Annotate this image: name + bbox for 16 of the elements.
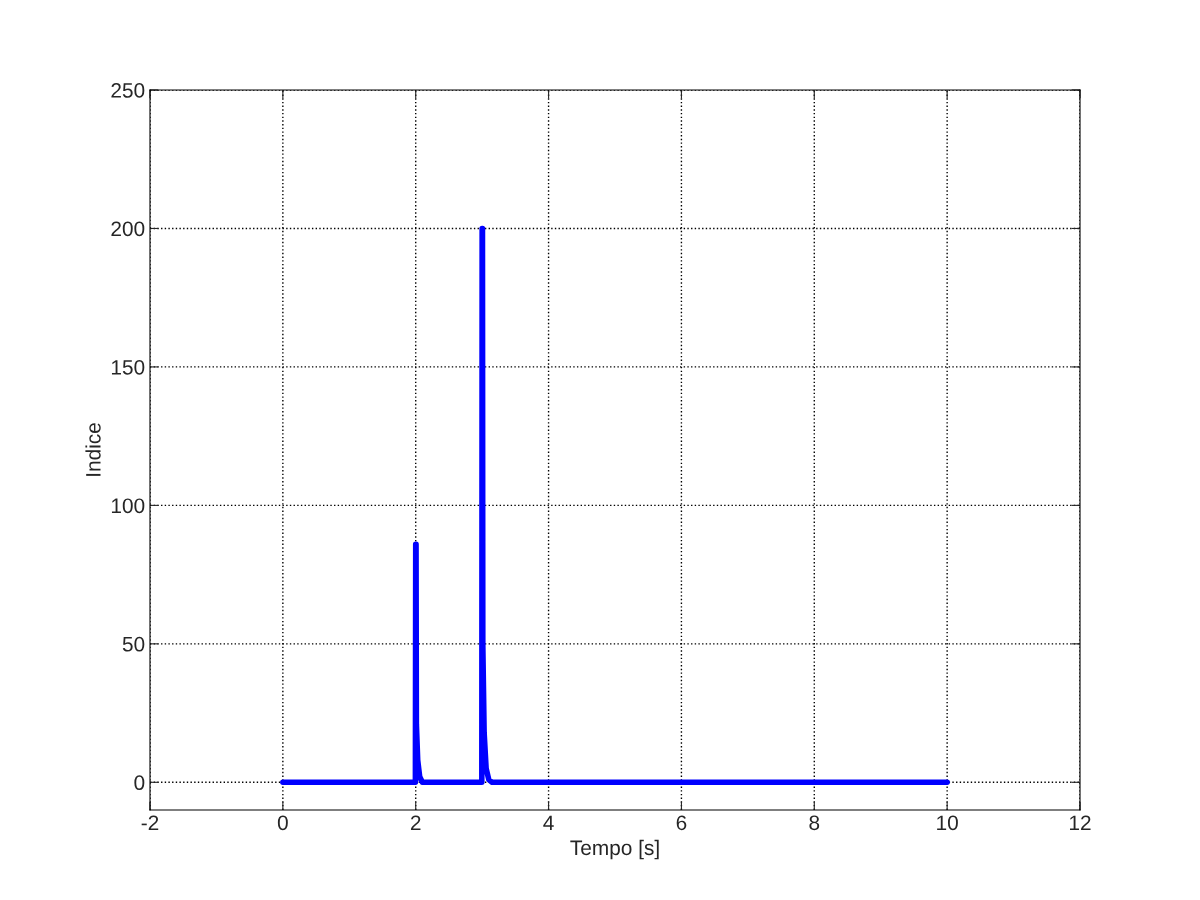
y-tick-label: 100 <box>111 498 145 514</box>
y-tick-label: 150 <box>111 359 145 375</box>
x-tick-label: 8 <box>809 815 820 831</box>
y-tick-label: 200 <box>111 221 145 237</box>
x-tick-label: 6 <box>676 815 687 831</box>
x-tick-label: 10 <box>937 815 958 831</box>
x-tick-label: 12 <box>1070 815 1091 830</box>
y-axis-title: Indice <box>85 423 101 476</box>
y-tick-label: 250 <box>111 83 145 98</box>
x-tick-label: 0 <box>277 815 288 831</box>
y-tick-label: 50 <box>122 636 145 652</box>
x-axis-title: Tempo [s] <box>570 839 659 860</box>
x-tick-label: 4 <box>543 815 554 830</box>
y-tick-label: 0 <box>134 775 145 791</box>
x-tick-label: 2 <box>410 815 421 830</box>
x-tick-label: -2 <box>141 815 159 830</box>
